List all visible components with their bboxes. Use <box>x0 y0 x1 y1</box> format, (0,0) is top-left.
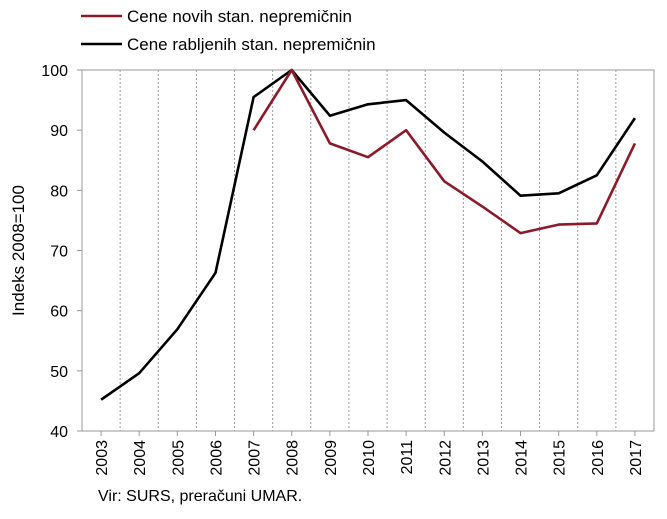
x-axis-ticks: 2003 2004 2005 2006 2007 2008 2009 2010 2011 2012… <box>94 431 645 476</box>
x-tick-label: 2009 <box>323 440 340 476</box>
y-tick-label: 50 <box>50 364 68 381</box>
y-tick-label: 90 <box>50 123 68 140</box>
y-tick-label: 60 <box>50 304 68 321</box>
x-tick-label: 2008 <box>285 440 302 476</box>
legend: Cene novih stan. nepremičnin Cene rabljen… <box>81 7 376 54</box>
series-lines <box>100 68 637 401</box>
x-tick-label: 2017 <box>628 440 645 476</box>
plot-area <box>81 69 655 432</box>
y-axis-ticks: 40 50 60 70 80 90 100 <box>41 63 82 441</box>
legend-label: Cene rabljenih stan. nepremičnin <box>127 35 376 54</box>
x-tick-label: 2004 <box>132 440 149 476</box>
y-tick-label: 70 <box>50 244 68 261</box>
series-line-2 <box>100 68 636 401</box>
x-tick-label: 2016 <box>590 440 607 476</box>
x-tick-label: 2005 <box>170 440 187 476</box>
source-note: Vir: SURS, preračuni UMAR. <box>98 488 303 505</box>
y-tick-label: 100 <box>41 63 68 80</box>
x-tick-label: 2013 <box>475 440 492 476</box>
x-tick-label: 2010 <box>361 440 378 476</box>
legend-label: Cene novih stan. nepremičnin <box>127 7 352 26</box>
y-tick-label: 80 <box>50 183 68 200</box>
x-tick-label: 2015 <box>552 440 569 476</box>
x-tick-label: 2003 <box>94 440 111 476</box>
y-axis-title: Indeks 2008=100 <box>9 185 28 316</box>
x-tick-label: 2007 <box>247 440 264 476</box>
series-line-1 <box>252 68 637 235</box>
x-tick-label: 2014 <box>514 440 531 476</box>
x-tick-label: 2006 <box>208 440 225 476</box>
chart-grid <box>119 70 617 431</box>
x-tick-label: 2012 <box>437 440 454 476</box>
y-tick-label: 40 <box>50 424 68 441</box>
x-tick-label: 2011 <box>399 440 416 475</box>
